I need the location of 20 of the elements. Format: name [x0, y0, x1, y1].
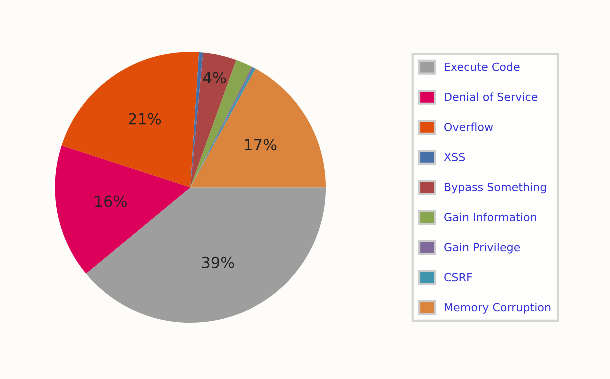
- data-label: 16%: [96, 196, 127, 208]
- legend-label: Bypass Something: [445, 182, 546, 194]
- legend-label: Memory Corruption: [445, 303, 551, 314]
- pie-slice: [190, 52, 204, 188]
- legend-label: Gain Privilege: [444, 242, 520, 254]
- legend-label: CSRF: [444, 273, 472, 282]
- data-label: 39%: [202, 256, 234, 268]
- data-label: 17%: [245, 139, 277, 151]
- legend-label: Execute Code: [445, 62, 520, 72]
- data-label: 4%: [203, 72, 226, 84]
- legend-label: Denial of Service: [445, 92, 538, 102]
- pie-slice: [55, 146, 191, 274]
- legend-label: Gain Information: [444, 212, 536, 222]
- legend-label: Overflow: [444, 122, 494, 132]
- pie-slice: [62, 52, 200, 188]
- data-label: 21%: [129, 113, 162, 125]
- legend-label: XSS: [444, 152, 466, 162]
- pie-slice: [86, 188, 326, 324]
- pie-slice: [190, 68, 326, 188]
- pie-slice: [190, 52, 236, 188]
